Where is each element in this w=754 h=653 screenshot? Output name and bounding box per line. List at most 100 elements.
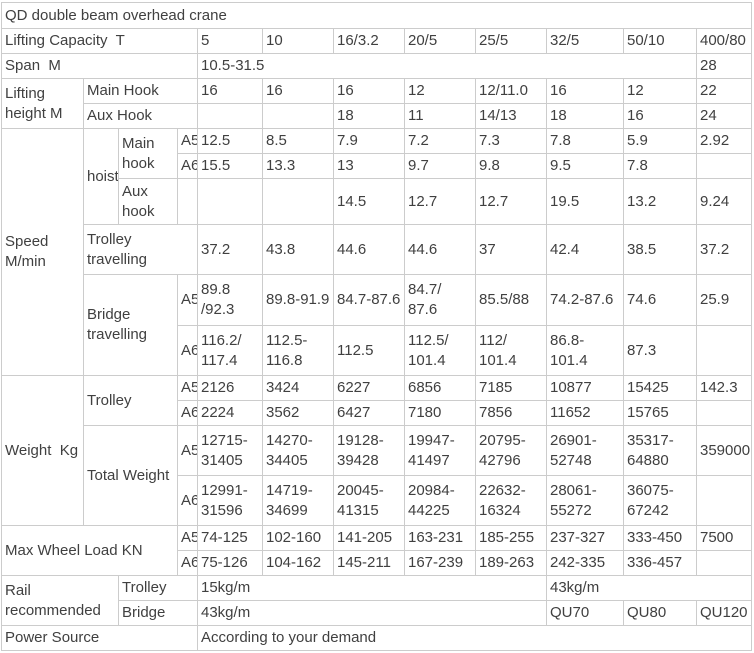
max-wheel-a6-row: A6 75-126 104-162 145-211 167-239 189-26…	[2, 550, 753, 576]
value-cell: 14270- 34405	[262, 425, 334, 476]
value-cell: 20984- 44225	[404, 475, 476, 526]
grade-a5: A5	[177, 525, 198, 551]
value-cell: 14719- 34699	[262, 475, 334, 526]
value-cell: QU120	[695, 600, 753, 626]
value-cell: 400/80	[695, 28, 753, 54]
empty-cell	[197, 178, 263, 225]
value-cell: 12.5	[197, 128, 263, 154]
value-cell: 13.3	[262, 153, 334, 179]
value-cell: 15kg/m	[197, 575, 547, 601]
value-cell: 16	[197, 78, 263, 104]
value-cell: 25/5	[475, 28, 547, 54]
value-cell: 74-125	[197, 525, 263, 551]
grade-a5: A5	[177, 128, 198, 154]
weight-trolley-a6-row: A6 2224 3562 6427 7180 7856 11652 15765	[2, 400, 753, 426]
value-cell: 12	[623, 78, 697, 104]
value-cell: QU80	[623, 600, 697, 626]
value-cell: 104-162	[262, 550, 334, 576]
value-cell: 9.8	[475, 153, 547, 179]
value-cell: 359000	[695, 425, 753, 476]
value-cell: 9.24	[695, 178, 753, 225]
value-cell: 163-231	[404, 525, 476, 551]
value-cell: 14.5	[333, 178, 405, 225]
row-label-lifting-height: Lifting height M	[1, 78, 84, 129]
value-cell: 14/13	[475, 103, 547, 129]
value-cell: 2.92	[695, 128, 753, 154]
value-cell: 7.2	[404, 128, 476, 154]
value-cell: 16	[262, 78, 334, 104]
row-label-span: Span M	[1, 53, 198, 79]
value-cell: 102-160	[262, 525, 334, 551]
value-cell: 5.9	[623, 128, 697, 154]
value-cell: 13	[333, 153, 405, 179]
value-cell: 7185	[475, 375, 547, 401]
value-cell: 19128- 39428	[333, 425, 405, 476]
trolley-travelling-row: Trolley travelling 37.2 43.8 44.6 44.6 3…	[2, 224, 753, 275]
weight-trolley-a5-row: Weight Kg Trolley A5 2126 3424 6227 6856…	[1, 375, 753, 526]
value-cell: 43kg/m	[197, 600, 547, 626]
value-cell: 336-457	[623, 550, 697, 576]
value-cell: 7.8	[623, 153, 697, 179]
lifting-capacity-row: Lifting Capacity T 5 10 16/3.2 20/5 25/5…	[1, 28, 753, 54]
value-cell: 6227	[333, 375, 405, 401]
value-cell: 3424	[262, 375, 334, 401]
grade-a5: A5	[177, 375, 198, 401]
value-cell: 87.3	[623, 325, 697, 376]
empty-cell	[197, 103, 263, 129]
value-cell: 20045- 41315	[333, 475, 405, 526]
value-cell: 25.9	[695, 274, 753, 326]
value-cell: 12/11.0	[475, 78, 547, 104]
grade-a6: A6	[177, 153, 198, 179]
value-cell: 16	[623, 103, 697, 129]
value-cell: 3562	[262, 400, 334, 426]
value-cell: 333-450	[623, 525, 697, 551]
value-cell: 43kg/m	[545, 575, 753, 601]
value-cell: 12	[404, 78, 476, 104]
value-cell: 7.8	[546, 128, 624, 154]
value-cell: 43.8	[262, 224, 334, 275]
value-cell: 142.3	[695, 375, 753, 401]
hoist-aux-row: Aux hook 14.5 12.7 12.7 19.5 13.2 9.24	[2, 178, 753, 225]
value-cell: 16/3.2	[333, 28, 405, 54]
grade-a6: A6	[177, 475, 198, 526]
hoist-main-a6-row: A6 15.5 13.3 13 9.7 9.8 9.5 7.8	[2, 153, 753, 179]
value-cell: 74.6	[623, 274, 697, 326]
value-cell: 84.7/ 87.6	[404, 274, 476, 326]
value-cell: 22632- 16324	[475, 475, 547, 526]
value-cell: 24	[695, 103, 753, 129]
value-cell: 26901- 52748	[546, 425, 624, 476]
value-cell: 16	[333, 78, 405, 104]
value-cell: 145-211	[333, 550, 405, 576]
empty-cell	[262, 178, 334, 225]
empty-cell	[695, 475, 753, 526]
value-cell: 9.5	[546, 153, 624, 179]
value-cell: 10877	[546, 375, 624, 401]
value-cell: 112.5/ 101.4	[404, 325, 476, 376]
value-cell: 19947- 41497	[404, 425, 476, 476]
row-label-weight: Weight Kg	[1, 375, 84, 526]
empty-cell	[695, 325, 753, 376]
grade-a6: A6	[177, 550, 198, 576]
row-label-rail: Rail recommended	[1, 575, 119, 626]
value-cell: 12.7	[404, 178, 476, 225]
value-cell: 15765	[623, 400, 697, 426]
value-cell: 89.8 /92.3	[197, 274, 263, 326]
value-cell: 20795- 42796	[475, 425, 547, 476]
value-cell: 20/5	[404, 28, 476, 54]
title-row: QD double beam overhead crane	[0, 2, 753, 29]
value-cell: 12715- 31405	[197, 425, 263, 476]
value-cell: 37.2	[197, 224, 263, 275]
value-cell: 7500	[695, 525, 753, 551]
row-label-main-hook: Main Hook	[83, 78, 198, 104]
value-cell: 7.3	[475, 128, 547, 154]
value-cell: 7856	[475, 400, 547, 426]
value-cell: 167-239	[404, 550, 476, 576]
value-cell: 13.2	[623, 178, 697, 225]
max-wheel-a5-row: Max Wheel Load KN A5 74-125 102-160 141-…	[1, 525, 753, 576]
value-cell: 75-126	[197, 550, 263, 576]
bridge-travelling-a5-row: Bridge travelling A5 89.8 /92.3 89.8-91.…	[2, 274, 753, 376]
value-cell: 8.5	[262, 128, 334, 154]
value-cell: QU70	[546, 600, 624, 626]
row-label-hoist: hoist	[83, 128, 119, 225]
value-cell: 19.5	[546, 178, 624, 225]
